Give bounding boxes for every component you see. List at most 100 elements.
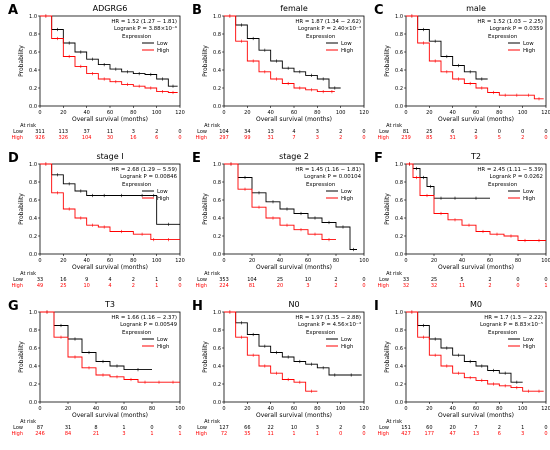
at-risk-low-count: 2 — [132, 277, 135, 283]
logrank-p-annotation: Logrank P = 0.0262 — [490, 174, 543, 180]
y-tick-label: 0.8 — [213, 180, 221, 186]
at-risk-row-label-high: High — [196, 431, 208, 437]
at-risk-low-count: 0 — [178, 277, 181, 283]
at-risk-high-count: 2 — [488, 283, 491, 289]
x-tick-label: 60 — [305, 258, 311, 264]
at-risk-high-count: 11 — [267, 431, 273, 437]
at-risk-label: At risk — [204, 123, 220, 129]
x-tick-label: 120 — [175, 258, 185, 264]
y-tick-label: 1.0 — [213, 310, 221, 316]
y-tick-label: 0.8 — [395, 32, 403, 38]
at-risk-high-count: 0 — [178, 135, 181, 141]
panel-title: M0 — [470, 300, 482, 309]
x-tick-label: 0 — [222, 258, 225, 264]
x-tick-label: 0 — [404, 110, 407, 116]
at-risk-low-count: 0 — [544, 425, 547, 431]
x-tick-label: 60 — [107, 110, 113, 116]
at-risk-low-count: 31 — [65, 425, 71, 431]
panel-letter: A — [8, 3, 18, 18]
at-risk-high-count: 16 — [130, 135, 136, 141]
at-risk-high-count: 10 — [83, 283, 89, 289]
at-risk-high-count: 21 — [93, 431, 99, 437]
at-risk-row-label-low: Low — [379, 277, 389, 283]
at-risk-low-count: 81 — [403, 129, 409, 135]
at-risk-low-count: 5 — [460, 277, 463, 283]
y-tick-label: 0.2 — [395, 86, 403, 92]
at-risk-low-count: 0 — [178, 129, 181, 135]
y-tick-label: 1.0 — [29, 162, 37, 168]
x-tick-label: 40 — [459, 258, 465, 264]
hr-annotation: HR = 1.45 (1.16 − 1.81) — [295, 167, 361, 173]
legend-title: Expression — [306, 182, 335, 188]
panel-title: female — [280, 4, 308, 13]
y-tick-label: 0.0 — [213, 252, 221, 258]
y-axis-label: Probability — [18, 45, 25, 77]
x-tick-label: 40 — [277, 258, 283, 264]
at-risk-low-count: 104 — [219, 129, 229, 135]
at-risk-low-count: 2 — [334, 277, 337, 283]
at-risk-low-count: 2 — [339, 425, 342, 431]
plot-frame — [223, 163, 365, 255]
plot-frame — [405, 163, 547, 255]
at-risk-high-count: 13 — [473, 431, 479, 437]
at-risk-low-count: 10 — [305, 277, 311, 283]
y-tick-label: 1.0 — [395, 310, 403, 316]
at-risk-low-count: 4 — [108, 277, 111, 283]
x-axis-label: Overall survival (months) — [72, 412, 148, 419]
at-risk-low-count: 0 — [178, 425, 181, 431]
y-tick-label: 0.2 — [395, 234, 403, 240]
series-low-curve — [406, 15, 488, 80]
at-risk-high-count: 1 — [292, 431, 295, 437]
x-tick-label: 20 — [431, 258, 437, 264]
at-risk-high-count: 2 — [521, 135, 524, 141]
panel-letter: E — [192, 151, 201, 166]
x-tick-label: 0 — [404, 258, 407, 264]
panel-letter: H — [192, 299, 203, 314]
hr-annotation: HR = 1.7 (1.3 − 2.22) — [484, 315, 543, 321]
at-risk-row-label-high: High — [378, 283, 390, 289]
y-tick-label: 0.8 — [29, 328, 37, 334]
at-risk-low-count: 0 — [362, 425, 365, 431]
y-tick-label: 0.6 — [395, 50, 403, 56]
at-risk-high-count: 35 — [244, 431, 250, 437]
at-risk-low-count: 2 — [155, 129, 158, 135]
x-tick-label: 100 — [518, 110, 528, 116]
at-risk-high-count: 11 — [459, 283, 465, 289]
at-risk-low-count: 353 — [219, 277, 229, 283]
x-tick-label: 40 — [83, 110, 89, 116]
at-risk-row-label-high: High — [378, 135, 390, 141]
legend-entry-high: High — [341, 344, 353, 350]
at-risk-high-count: 239 — [401, 135, 411, 141]
at-risk-label: At risk — [386, 271, 402, 277]
at-risk-low-count: 6 — [451, 129, 454, 135]
x-tick-label: 40 — [83, 258, 89, 264]
y-tick-label: 0.4 — [395, 68, 403, 74]
at-risk-low-count: 113 — [59, 129, 69, 135]
at-risk-high-count: 1 — [316, 431, 319, 437]
at-risk-low-count: 1 — [155, 277, 158, 283]
x-tick-label: 0 — [222, 406, 225, 412]
x-axis-label: Overall survival (months) — [438, 412, 514, 419]
at-risk-low-count: 16 — [60, 277, 66, 283]
at-risk-low-count: 8 — [94, 425, 97, 431]
at-risk-high-count: 32 — [431, 283, 437, 289]
x-tick-label: 80 — [149, 406, 155, 412]
x-tick-label: 0 — [38, 110, 41, 116]
x-axis-label: Overall survival (months) — [256, 412, 332, 419]
legend-entry-high: High — [157, 48, 169, 54]
y-tick-label: 0.0 — [395, 400, 403, 406]
x-tick-label: 80 — [496, 110, 502, 116]
at-risk-high-count: 0 — [516, 283, 519, 289]
x-axis-label: Overall survival (months) — [72, 116, 148, 123]
x-tick-label: 80 — [314, 406, 320, 412]
legend-title: Expression — [122, 34, 151, 40]
x-axis-label: Overall survival (months) — [72, 264, 148, 271]
panel-letter: B — [192, 3, 202, 18]
y-tick-label: 0.2 — [213, 86, 221, 92]
x-tick-label: 80 — [515, 258, 521, 264]
legend-entry-high: High — [341, 48, 353, 54]
x-tick-label: 0 — [222, 110, 225, 116]
y-tick-label: 0.6 — [29, 346, 37, 352]
